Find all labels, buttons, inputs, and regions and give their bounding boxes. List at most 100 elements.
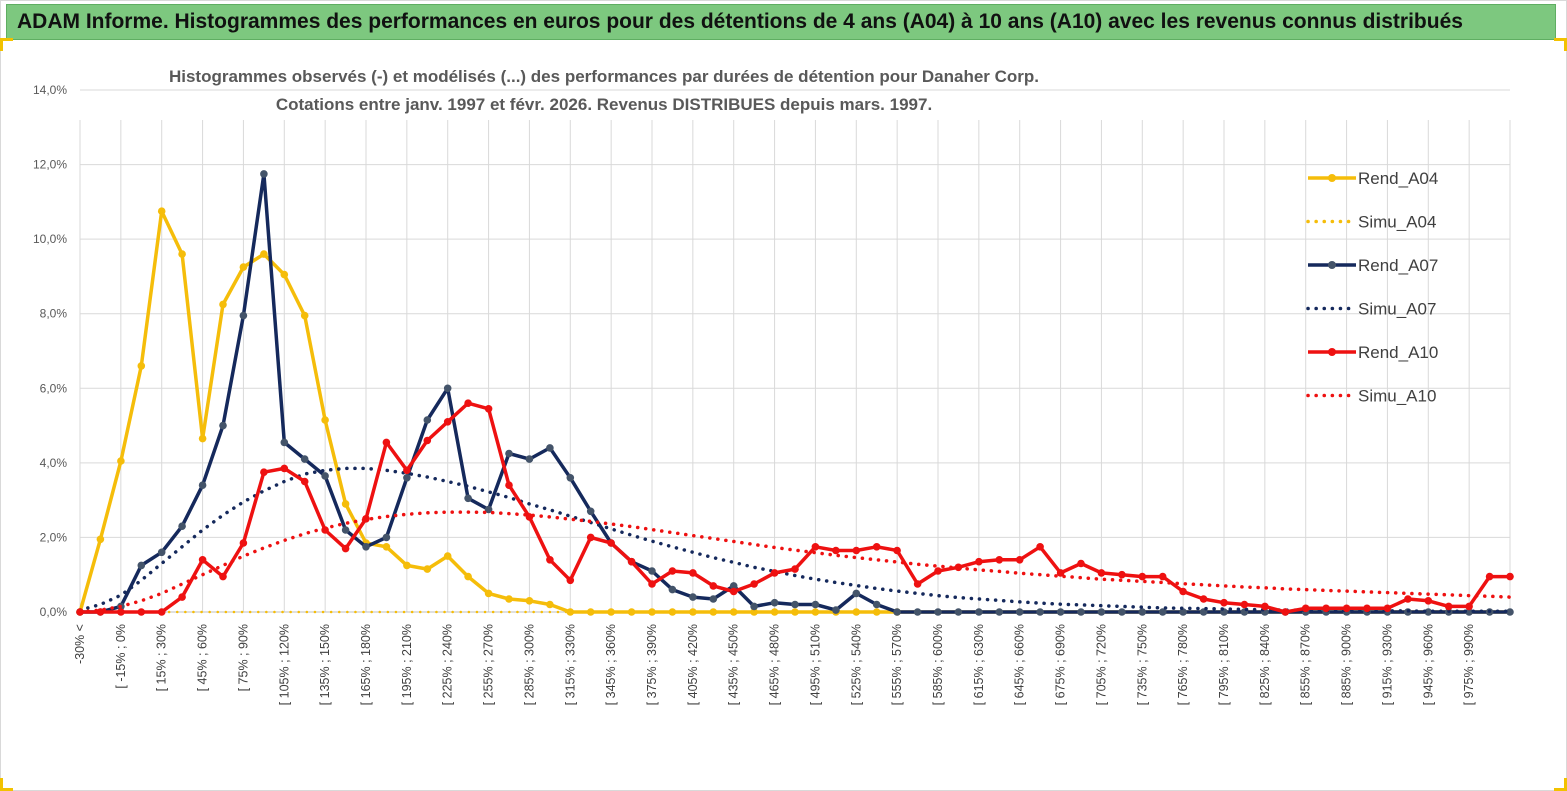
point-Rend_A07 <box>464 494 472 503</box>
point-Rend_A07 <box>566 474 575 482</box>
x-tick-label: [ 165% ; 180% <box>359 624 373 705</box>
point-Rend_A04 <box>423 565 432 573</box>
point-Rend_A10 <box>934 567 942 575</box>
point-Rend_A04 <box>117 457 125 465</box>
point-Rend_A04 <box>341 500 350 508</box>
series-Simu_A07 <box>78 466 1512 614</box>
point-Rend_A10 <box>505 481 513 490</box>
point-Rend_A07 <box>1118 608 1126 616</box>
point-Rend_A10 <box>1322 604 1330 613</box>
point-Rend_A07 <box>770 598 779 607</box>
x-tick-label: [ 945% ; 960% <box>1421 624 1435 705</box>
point-Rend_A07 <box>137 561 146 570</box>
legend: Rend_A04 Simu_A04 Rend_A07 Simu_A07 Rend_A10… <box>1306 169 1438 406</box>
point-Rend_A10 <box>1158 572 1167 581</box>
point-Rend_A10 <box>852 546 861 555</box>
x-tick-label: [ 975% ; 990% <box>1462 624 1476 705</box>
point-Rend_A07 <box>791 600 799 609</box>
x-tick-label: [ 465% ; 480% <box>768 624 782 705</box>
point-Rend_A04 <box>709 608 718 616</box>
point-Rend_A10 <box>1199 595 1208 603</box>
point-Rend_A10 <box>607 539 615 547</box>
x-tick-label: [ 195% ; 210% <box>400 624 414 705</box>
point-Rend_A10 <box>1036 543 1044 551</box>
point-Rend_A04 <box>484 589 493 598</box>
legend-item-Rend_A07: Rend_A07 <box>1308 256 1438 275</box>
point-Rend_A10 <box>1281 608 1290 616</box>
x-tick-label: [ 855% ; 870% <box>1299 624 1313 705</box>
point-Rend_A10 <box>689 569 697 577</box>
point-Rend_A04 <box>729 608 738 616</box>
x-tick-label: -30% < <box>73 624 87 664</box>
point-Rend_A04 <box>648 608 656 616</box>
point-Rend_A10 <box>423 436 432 445</box>
point-Rend_A10 <box>300 477 309 486</box>
legend-item-Simu_A10: Simu_A10 <box>1306 387 1436 406</box>
point-Rend_A07 <box>1179 608 1187 616</box>
point-Rend_A10 <box>566 576 575 585</box>
point-Rend_A10 <box>1077 559 1085 568</box>
point-Rend_A07 <box>709 595 718 603</box>
point-Rend_A07 <box>362 543 370 551</box>
series-line-Rend_A10 <box>80 401 1510 614</box>
point-Rend_A10 <box>750 580 758 588</box>
point-Rend_A04 <box>811 608 820 616</box>
legend-marker <box>1328 261 1336 269</box>
point-Rend_A04 <box>219 300 227 309</box>
x-tick-label: [ 555% ; 570% <box>890 624 904 705</box>
point-Rend_A04 <box>525 597 534 605</box>
x-tick-label: [ 885% ; 900% <box>1340 624 1354 705</box>
point-Rend_A04 <box>566 608 575 616</box>
point-Rend_A10 <box>137 608 146 616</box>
point-Rend_A07 <box>443 384 452 393</box>
x-tick-label: [ 705% ; 720% <box>1094 624 1108 705</box>
point-Rend_A04 <box>198 434 207 443</box>
x-tick-label: [ 495% ; 510% <box>808 624 822 705</box>
point-Rend_A07 <box>484 505 493 514</box>
series-line-Simu_A07 <box>78 466 1512 614</box>
point-Rend_A07 <box>811 600 820 609</box>
point-Rend_A07 <box>1424 608 1433 616</box>
point-Rend_A07 <box>1158 608 1167 616</box>
series-line-Simu_A10 <box>78 510 1512 614</box>
point-Rend_A10 <box>382 438 391 447</box>
point-Rend_A10 <box>1056 569 1065 577</box>
point-Rend_A07 <box>1036 608 1044 616</box>
point-Rend_A04 <box>852 608 861 616</box>
x-tick-label: [ 585% ; 600% <box>931 624 945 705</box>
y-tick-label: 12,0% <box>33 158 67 172</box>
point-Rend_A04 <box>791 608 799 616</box>
point-Rend_A07 <box>995 608 1004 616</box>
point-Rend_A10 <box>832 546 840 555</box>
point-Rend_A07 <box>934 608 942 616</box>
point-Rend_A10 <box>239 539 248 547</box>
point-Rend_A04 <box>382 543 391 551</box>
legend-label: Rend_A07 <box>1358 256 1438 275</box>
point-Rend_A07 <box>321 472 329 480</box>
point-Rend_A04 <box>280 270 289 279</box>
x-tick-label: [ 675% ; 690% <box>1054 624 1068 705</box>
legend-label: Simu_A04 <box>1358 213 1436 232</box>
legend-label: Simu_A07 <box>1358 300 1436 319</box>
point-Rend_A07 <box>689 593 697 601</box>
point-Rend_A10 <box>1404 595 1412 603</box>
point-Rend_A07 <box>1097 608 1106 616</box>
point-Rend_A10 <box>1220 598 1228 607</box>
x-tick-label: [ 135% ; 150% <box>318 624 332 705</box>
x-tick-label: [ -15% ; 0% <box>114 624 128 689</box>
point-Rend_A04 <box>96 535 105 544</box>
point-Rend_A07 <box>178 522 186 530</box>
point-Rend_A07 <box>280 438 289 447</box>
point-Rend_A10 <box>1465 602 1473 611</box>
frame-corner-bottom-right <box>1554 778 1567 791</box>
point-Rend_A10 <box>157 608 166 616</box>
point-Rend_A10 <box>709 582 718 590</box>
x-tick-label: [ 825% ; 840% <box>1258 624 1272 705</box>
point-Rend_A07 <box>525 455 534 463</box>
point-Rend_A04 <box>239 263 248 271</box>
x-tick-label: [ 345% ; 360% <box>604 624 618 705</box>
point-Rend_A07 <box>832 606 840 614</box>
legend-marker <box>1328 174 1336 182</box>
legend-marker <box>1328 348 1336 356</box>
